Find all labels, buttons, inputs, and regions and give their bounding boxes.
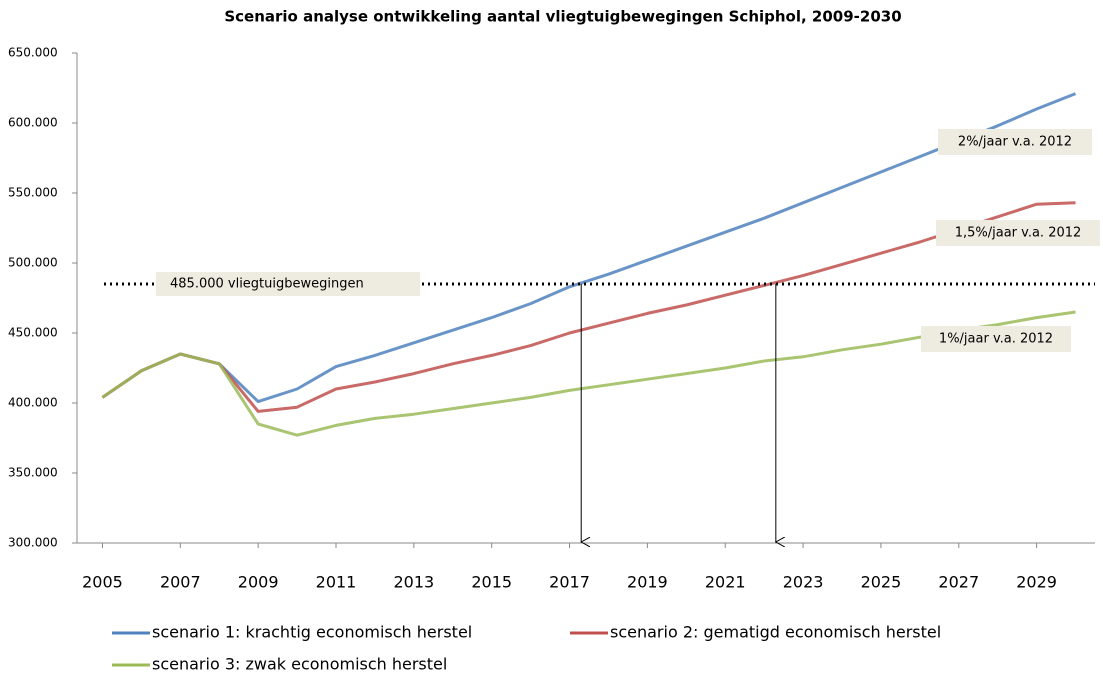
x-tick-label: 2017 — [549, 573, 590, 592]
x-tick-label: 2013 — [393, 573, 434, 592]
x-tick-label: 2015 — [471, 573, 512, 592]
series-line — [101, 201, 1076, 413]
y-tick-label: 400.000 — [8, 396, 58, 410]
y-tick-label: 450.000 — [8, 326, 58, 340]
legend-label: scenario 2: gematigd economisch herstel — [610, 623, 941, 642]
legend-label: scenario 1: krachtig economisch herstel — [152, 623, 472, 642]
x-tick-label: 2027 — [938, 573, 979, 592]
x-tick-label: 2025 — [861, 573, 902, 592]
y-tick-label: 600.000 — [8, 116, 58, 130]
x-tick-label: 2023 — [783, 573, 824, 592]
y-tick-label: 350.000 — [8, 466, 58, 480]
annotation: 2%/jaar v.a. 2012 — [958, 135, 1072, 150]
x-tick-label: 2029 — [1016, 573, 1057, 592]
y-tick-label: 500.000 — [8, 256, 58, 270]
annotation: 1,5%/jaar v.a. 2012 — [955, 226, 1082, 241]
annotation: 1%/jaar v.a. 2012 — [939, 332, 1053, 347]
y-tick-label: 550.000 — [8, 186, 58, 200]
x-tick-label: 2007 — [160, 573, 201, 592]
x-tick-label: 2005 — [82, 573, 123, 592]
annotation-box — [936, 220, 1100, 246]
x-tick-label: 2019 — [627, 573, 668, 592]
y-tick-label: 650.000 — [8, 46, 58, 60]
legend-label: scenario 3: zwak economisch herstel — [152, 655, 447, 674]
x-tick-label: 2021 — [705, 573, 746, 592]
annotation-box — [156, 272, 420, 296]
x-tick-label: 2011 — [316, 573, 357, 592]
reference-label: 485.000 vliegtuigbewegingen — [170, 277, 364, 292]
x-tick-label: 2009 — [238, 573, 279, 592]
series-line — [101, 92, 1077, 404]
series-line — [101, 310, 1076, 437]
annotation-box — [921, 326, 1071, 352]
chart-title: Scenario analyse ontwikkeling aantal vli… — [224, 8, 901, 26]
y-tick-label: 300.000 — [8, 536, 58, 550]
annotation-box — [938, 129, 1092, 155]
